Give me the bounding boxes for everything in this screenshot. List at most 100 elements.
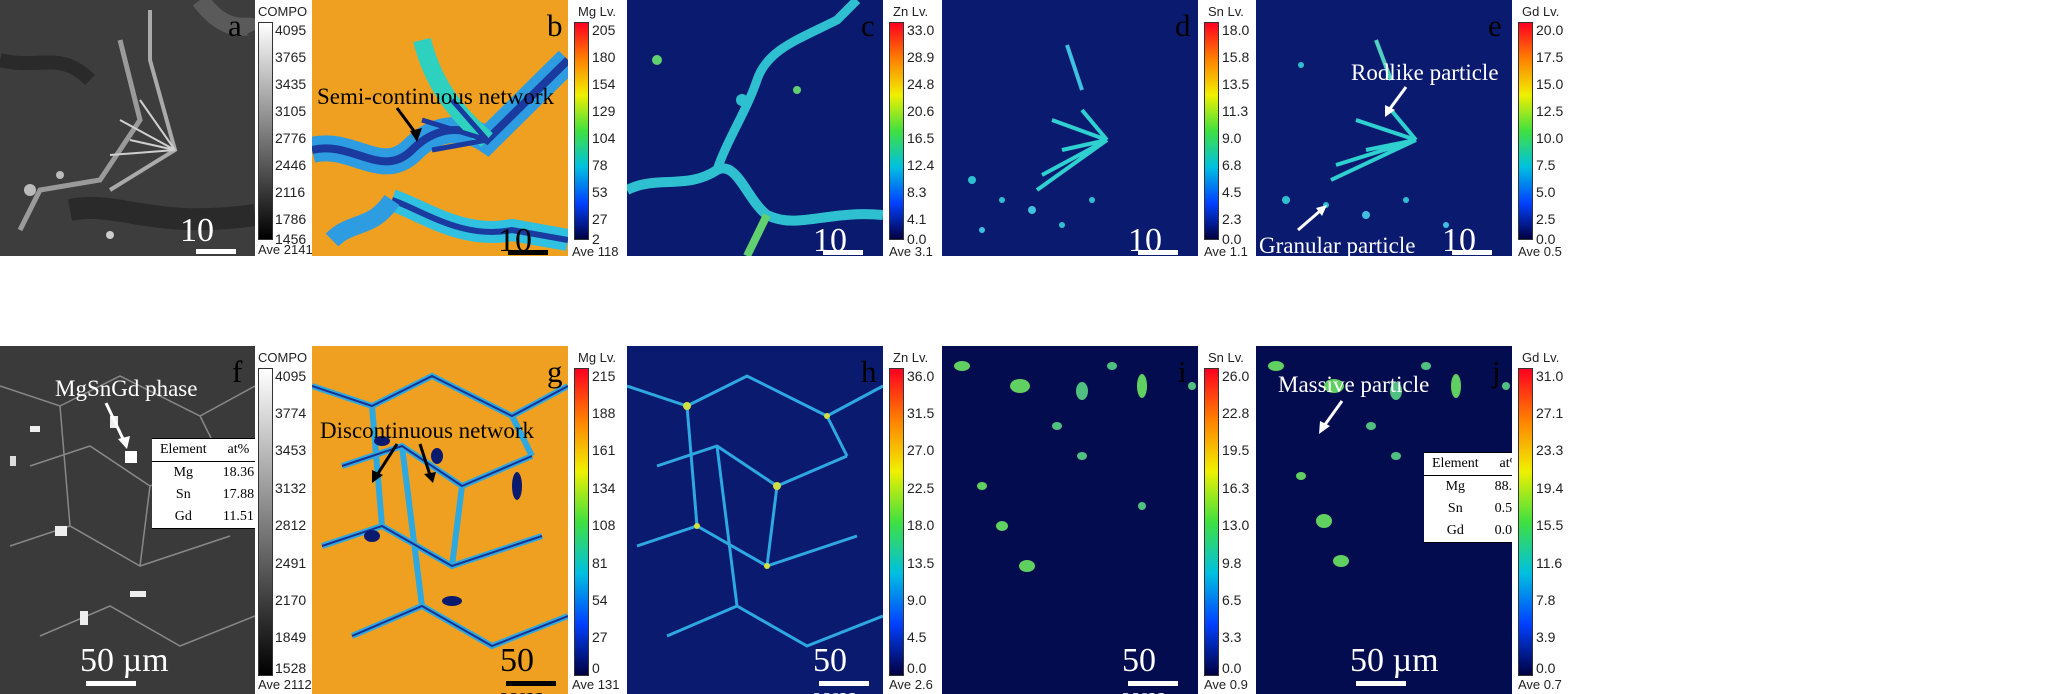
- tick-c-0: 33.0: [907, 22, 935, 38]
- tick-i-7: 3.3: [1222, 629, 1242, 645]
- tick-j-3: 19.4: [1536, 480, 1564, 496]
- panel-letter-e: e: [1488, 8, 1502, 43]
- colorbar-title-b: Mg Lv.: [578, 4, 617, 19]
- gd-map-e: [1256, 0, 1512, 256]
- panel-letter-a: a: [228, 8, 242, 43]
- colorbar-j: [1518, 368, 1533, 676]
- colorbar-ave-j: Ave 0.7: [1518, 677, 1562, 692]
- colorbar-e: [1518, 22, 1533, 240]
- tick-a-5: 2446: [275, 157, 307, 173]
- scale-label-i: 50 µm: [1122, 642, 1168, 694]
- annotation-semi-continuous-network: Semi-continuous network: [317, 84, 554, 109]
- arrow-icon-e-granular: [1297, 205, 1327, 232]
- annotation-granular-particle: Granular particle: [1259, 233, 1416, 256]
- panel-letter-f: f: [232, 354, 243, 389]
- colorbar-h: [889, 368, 904, 676]
- tick-f-2: 3453: [275, 442, 307, 458]
- tick-i-4: 13.0: [1222, 517, 1250, 533]
- tick-f-6: 2170: [275, 592, 307, 608]
- panel-d-sn-map: d 10 µm: [942, 0, 1198, 256]
- scale-label-f: 50 µm: [80, 642, 169, 679]
- arrow-icon-b: [395, 107, 422, 142]
- colorbar-g: [574, 368, 589, 676]
- panel-letter-c: c: [861, 8, 875, 43]
- scale-bar-j: [1356, 681, 1406, 686]
- tick-c-8: 0.0: [907, 231, 927, 247]
- colorbar-title-e: Gd Lv.: [1522, 4, 1560, 19]
- table-header-at: at%: [1499, 456, 1512, 471]
- colorbar-d: [1204, 22, 1219, 240]
- tick-d-5: 6.8: [1222, 157, 1242, 173]
- tick-d-1: 15.8: [1222, 49, 1250, 65]
- tick-f-7: 1849: [275, 629, 307, 645]
- composition-table-f: Element at% Mg 18.36 Sn 17.88 Gd 11.51: [152, 438, 255, 529]
- table-header-at: at%: [227, 442, 250, 457]
- tick-e-6: 5.0: [1536, 184, 1556, 200]
- tick-d-8: 0.0: [1222, 231, 1242, 247]
- zn-map-c: [627, 0, 883, 256]
- tick-j-0: 31.0: [1536, 368, 1564, 384]
- sn-map-i: [942, 346, 1198, 694]
- sn-map-d: [942, 0, 1198, 256]
- table-row: Gd 11.51: [152, 506, 255, 529]
- tick-a-7: 1786: [275, 211, 307, 227]
- tick-b-4: 104: [592, 130, 616, 146]
- colorbar-title-i: Sn Lv.: [1208, 350, 1244, 365]
- tick-j-5: 11.6: [1536, 555, 1563, 571]
- tick-a-4: 2776: [275, 130, 307, 146]
- scale-bar-b: [508, 250, 548, 255]
- tick-j-6: 7.8: [1536, 592, 1556, 608]
- scale-bar-a: [196, 249, 236, 254]
- colorbar-b: [574, 22, 589, 240]
- panel-b-mg-map: b Semi-continuous network 10 µm: [312, 0, 568, 256]
- tick-h-6: 9.0: [907, 592, 927, 608]
- tick-i-3: 16.3: [1222, 480, 1250, 496]
- tick-g-1: 188: [592, 405, 616, 421]
- panel-letter-g: g: [547, 354, 563, 389]
- tick-e-2: 15.0: [1536, 76, 1564, 92]
- table-row: Sn 17.88: [175, 487, 255, 502]
- tick-e-8: 0.0: [1536, 231, 1556, 247]
- colorbar-title-d: Sn Lv.: [1208, 4, 1244, 19]
- tick-i-6: 6.5: [1222, 592, 1242, 608]
- bse-micrograph-a: [0, 0, 255, 256]
- tick-h-0: 36.0: [907, 368, 935, 384]
- tick-g-0: 215: [592, 368, 616, 384]
- panel-letter-j: j: [1492, 354, 1501, 389]
- colorbar-ave-c: Ave 3.1: [889, 244, 933, 259]
- tick-c-6: 8.3: [907, 184, 927, 200]
- table-header-element: Element: [160, 442, 207, 457]
- tick-j-8: 0.0: [1536, 660, 1556, 676]
- annotation-mgsngd-phase: MgSnGd phase: [55, 376, 198, 401]
- tick-d-7: 2.3: [1222, 211, 1242, 227]
- scale-bar-i: [1128, 681, 1178, 686]
- tick-c-3: 20.6: [907, 103, 935, 119]
- tick-d-2: 13.5: [1222, 76, 1250, 92]
- annotation-rodlike-particle: Rodlike particle: [1351, 60, 1499, 85]
- tick-e-7: 2.5: [1536, 211, 1556, 227]
- colorbar-title-c: Zn Lv.: [893, 4, 929, 19]
- colorbar-ave-b: Ave 118: [572, 244, 619, 259]
- tick-d-0: 18.0: [1222, 22, 1250, 38]
- colorbar-title-a: COMPO: [258, 4, 308, 19]
- colorbar-c: [889, 22, 904, 240]
- scale-bar-h: [819, 681, 869, 686]
- colorbar-title-j: Gd Lv.: [1522, 350, 1560, 365]
- tick-j-7: 3.9: [1536, 629, 1556, 645]
- panel-letter-h: h: [861, 354, 877, 389]
- tick-f-0: 4095: [275, 368, 307, 384]
- colorbar-ave-f: Ave 2112: [258, 677, 312, 692]
- tick-h-8: 0.0: [907, 660, 927, 676]
- mg-map-g: [312, 346, 568, 694]
- tick-g-7: 27: [592, 629, 608, 645]
- tick-a-6: 2116: [275, 184, 306, 200]
- tick-a-3: 3105: [275, 103, 307, 119]
- panel-f-bse-image: f MgSnGd phase Element at% Mg 18.36 Sn 17.…: [0, 346, 255, 694]
- tick-a-2: 3435: [275, 76, 307, 92]
- tick-i-5: 9.8: [1222, 555, 1242, 571]
- colorbar-ave-i: Ave 0.9: [1204, 677, 1248, 692]
- scale-bar-g: [506, 681, 556, 686]
- colorbar-ave-d: Ave 1.1: [1204, 244, 1248, 259]
- tick-b-8: 2: [592, 231, 600, 247]
